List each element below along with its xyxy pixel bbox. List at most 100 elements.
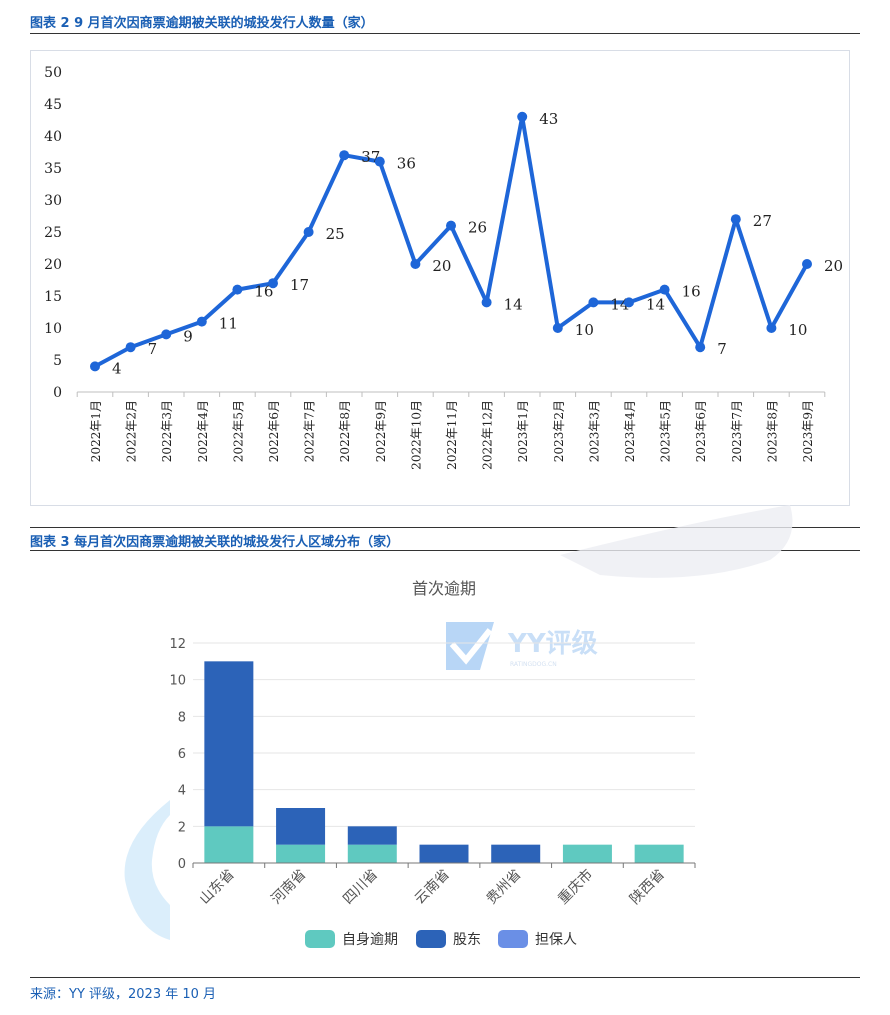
source-note: 来源：YY 评级，2023 年 10 月: [30, 987, 217, 1002]
line-x-category-label: 2022年8月: [338, 400, 352, 462]
watermark-logo: YY评级 RATINGDOG.CN: [446, 622, 598, 670]
legend-label: 自身逾期: [342, 932, 398, 948]
bar-chart: 首次逾期 YY评级 RATINGDOG.CN 0 2 4 6 8 10 12 山东省 河南省 四川…: [169, 579, 696, 948]
bar-x-category-label: 陕西省: [627, 867, 668, 908]
line-data-point: [766, 323, 777, 333]
line-x-category-label: 2022年5月: [231, 400, 245, 462]
line-y-tick-label: 25: [44, 225, 62, 241]
line-data-point: [232, 284, 243, 295]
line-data-label: 16: [682, 283, 701, 301]
line-data-point: [624, 297, 634, 308]
line-y-tick-label: 30: [44, 193, 62, 209]
line-x-category-label: 2023年1月: [516, 400, 530, 462]
line-data-point: [339, 150, 350, 161]
line-data-point: [659, 284, 670, 295]
bar-x-category-label: 四川省: [340, 867, 381, 908]
line-x-category-label: 2022年9月: [374, 400, 388, 462]
figure3-title: 图表 3 每月首次因商票逾期被关联的城投发行人区域分布（家）: [30, 535, 400, 550]
line-y-tick-label: 15: [44, 289, 62, 305]
figure2-title-rule: [30, 33, 860, 34]
line-x-category-label: 2022年12月: [481, 400, 495, 470]
line-data-label: 10: [788, 321, 807, 339]
bar-segment: [347, 826, 397, 845]
line-x-category-label: 2022年3月: [160, 400, 174, 462]
line-x-category-label: 2022年1月: [89, 400, 103, 462]
legend-label: 担保人: [535, 932, 577, 948]
bar-segment: [347, 844, 397, 863]
line-data-label: 20: [824, 257, 843, 275]
line-y-tick-label: 20: [44, 257, 62, 273]
bar-x-category-label: 云南省: [412, 867, 453, 908]
line-data-label: 17: [290, 276, 309, 294]
bar-segment: [562, 844, 612, 863]
line-data-point: [196, 316, 207, 327]
line-data-point: [517, 111, 528, 122]
line-y-tick-label: 45: [44, 97, 62, 113]
line-x-category-label: 2023年4月: [623, 400, 637, 462]
line-y-tick-label: 40: [44, 129, 62, 145]
legend-label: 股东: [453, 932, 481, 948]
line-data-point: [268, 278, 278, 289]
bar-segment: [634, 844, 684, 863]
line-x-category-label: 2022年4月: [196, 400, 210, 462]
bar-y-tick-label: 8: [178, 710, 186, 725]
line-data-point: [410, 259, 421, 269]
line-x-category-label: 2022年10月: [409, 400, 423, 470]
legend-swatch: [305, 930, 335, 948]
bar-y-tick-label: 4: [178, 784, 186, 799]
figure3-title-rule: [30, 550, 860, 551]
line-data-point: [481, 297, 492, 308]
line-data-label: 27: [753, 212, 772, 230]
bar-y-tick-label: 12: [169, 637, 186, 652]
line-x-category-label: 2023年3月: [587, 400, 601, 462]
line-x-category-label: 2023年7月: [730, 400, 744, 462]
bar-x-category-label: 山东省: [197, 867, 238, 908]
line-chart: 0 5 10 15 20 25 30 35 40 45 50 2022年1月 2022年2月 2022年3…: [44, 65, 843, 470]
line-x-category-label: 2022年2月: [125, 400, 139, 462]
line-data-label: 11: [219, 315, 238, 333]
source-rule: [30, 977, 860, 978]
line-data-label: 36: [397, 155, 416, 173]
line-data-label: 9: [183, 327, 193, 345]
bar-x-category-label: 贵州省: [484, 867, 525, 908]
line-data-point: [730, 214, 741, 225]
bar-segment: [276, 808, 326, 845]
bar-segment: [276, 844, 326, 863]
bar-y-tick-label: 6: [178, 747, 186, 762]
line-data-point: [588, 297, 599, 308]
line-chart-frame: [30, 50, 850, 506]
line-x-category-label: 2023年2月: [552, 400, 566, 462]
line-data-point: [125, 342, 136, 353]
line-data-point: [802, 259, 812, 269]
bar-segment: [204, 661, 254, 827]
watermark-sub: RATINGDOG.CN: [510, 661, 557, 668]
line-x-category-label: 2022年6月: [267, 400, 281, 462]
line-x-category-label: 2023年8月: [765, 400, 779, 462]
line-data-label: 16: [254, 283, 273, 301]
bar-segment: [419, 844, 469, 863]
bar-chart-title: 首次逾期: [412, 579, 476, 598]
line-y-tick-label: 5: [53, 353, 62, 369]
bar-y-tick-label: 2: [178, 820, 186, 835]
line-data-label: 7: [717, 340, 727, 358]
bar-x-category-label: 河南省: [268, 867, 309, 908]
line-data-label: 14: [504, 295, 523, 313]
legend-swatch: [498, 930, 528, 948]
bar-segment: [204, 826, 254, 863]
line-x-category-label: 2023年5月: [659, 400, 673, 462]
line-data-point: [695, 342, 706, 353]
bar-segment: [491, 844, 541, 863]
line-data-label: 14: [646, 295, 665, 313]
bar-y-tick-label: 0: [178, 857, 186, 872]
legend-swatch: [416, 930, 446, 948]
line-data-label: 26: [468, 219, 487, 237]
figure2-title: 图表 2 9 月首次因商票逾期被关联的城投发行人数量（家）: [30, 16, 374, 31]
figure3-top-rule: [30, 527, 860, 528]
line-data-label: 25: [326, 225, 345, 243]
line-x-category-label: 2023年9月: [801, 400, 815, 462]
line-data-point: [446, 220, 456, 231]
line-data-point: [90, 361, 100, 372]
line-y-tick-label: 0: [53, 385, 62, 401]
line-x-category-label: 2022年11月: [445, 400, 459, 470]
